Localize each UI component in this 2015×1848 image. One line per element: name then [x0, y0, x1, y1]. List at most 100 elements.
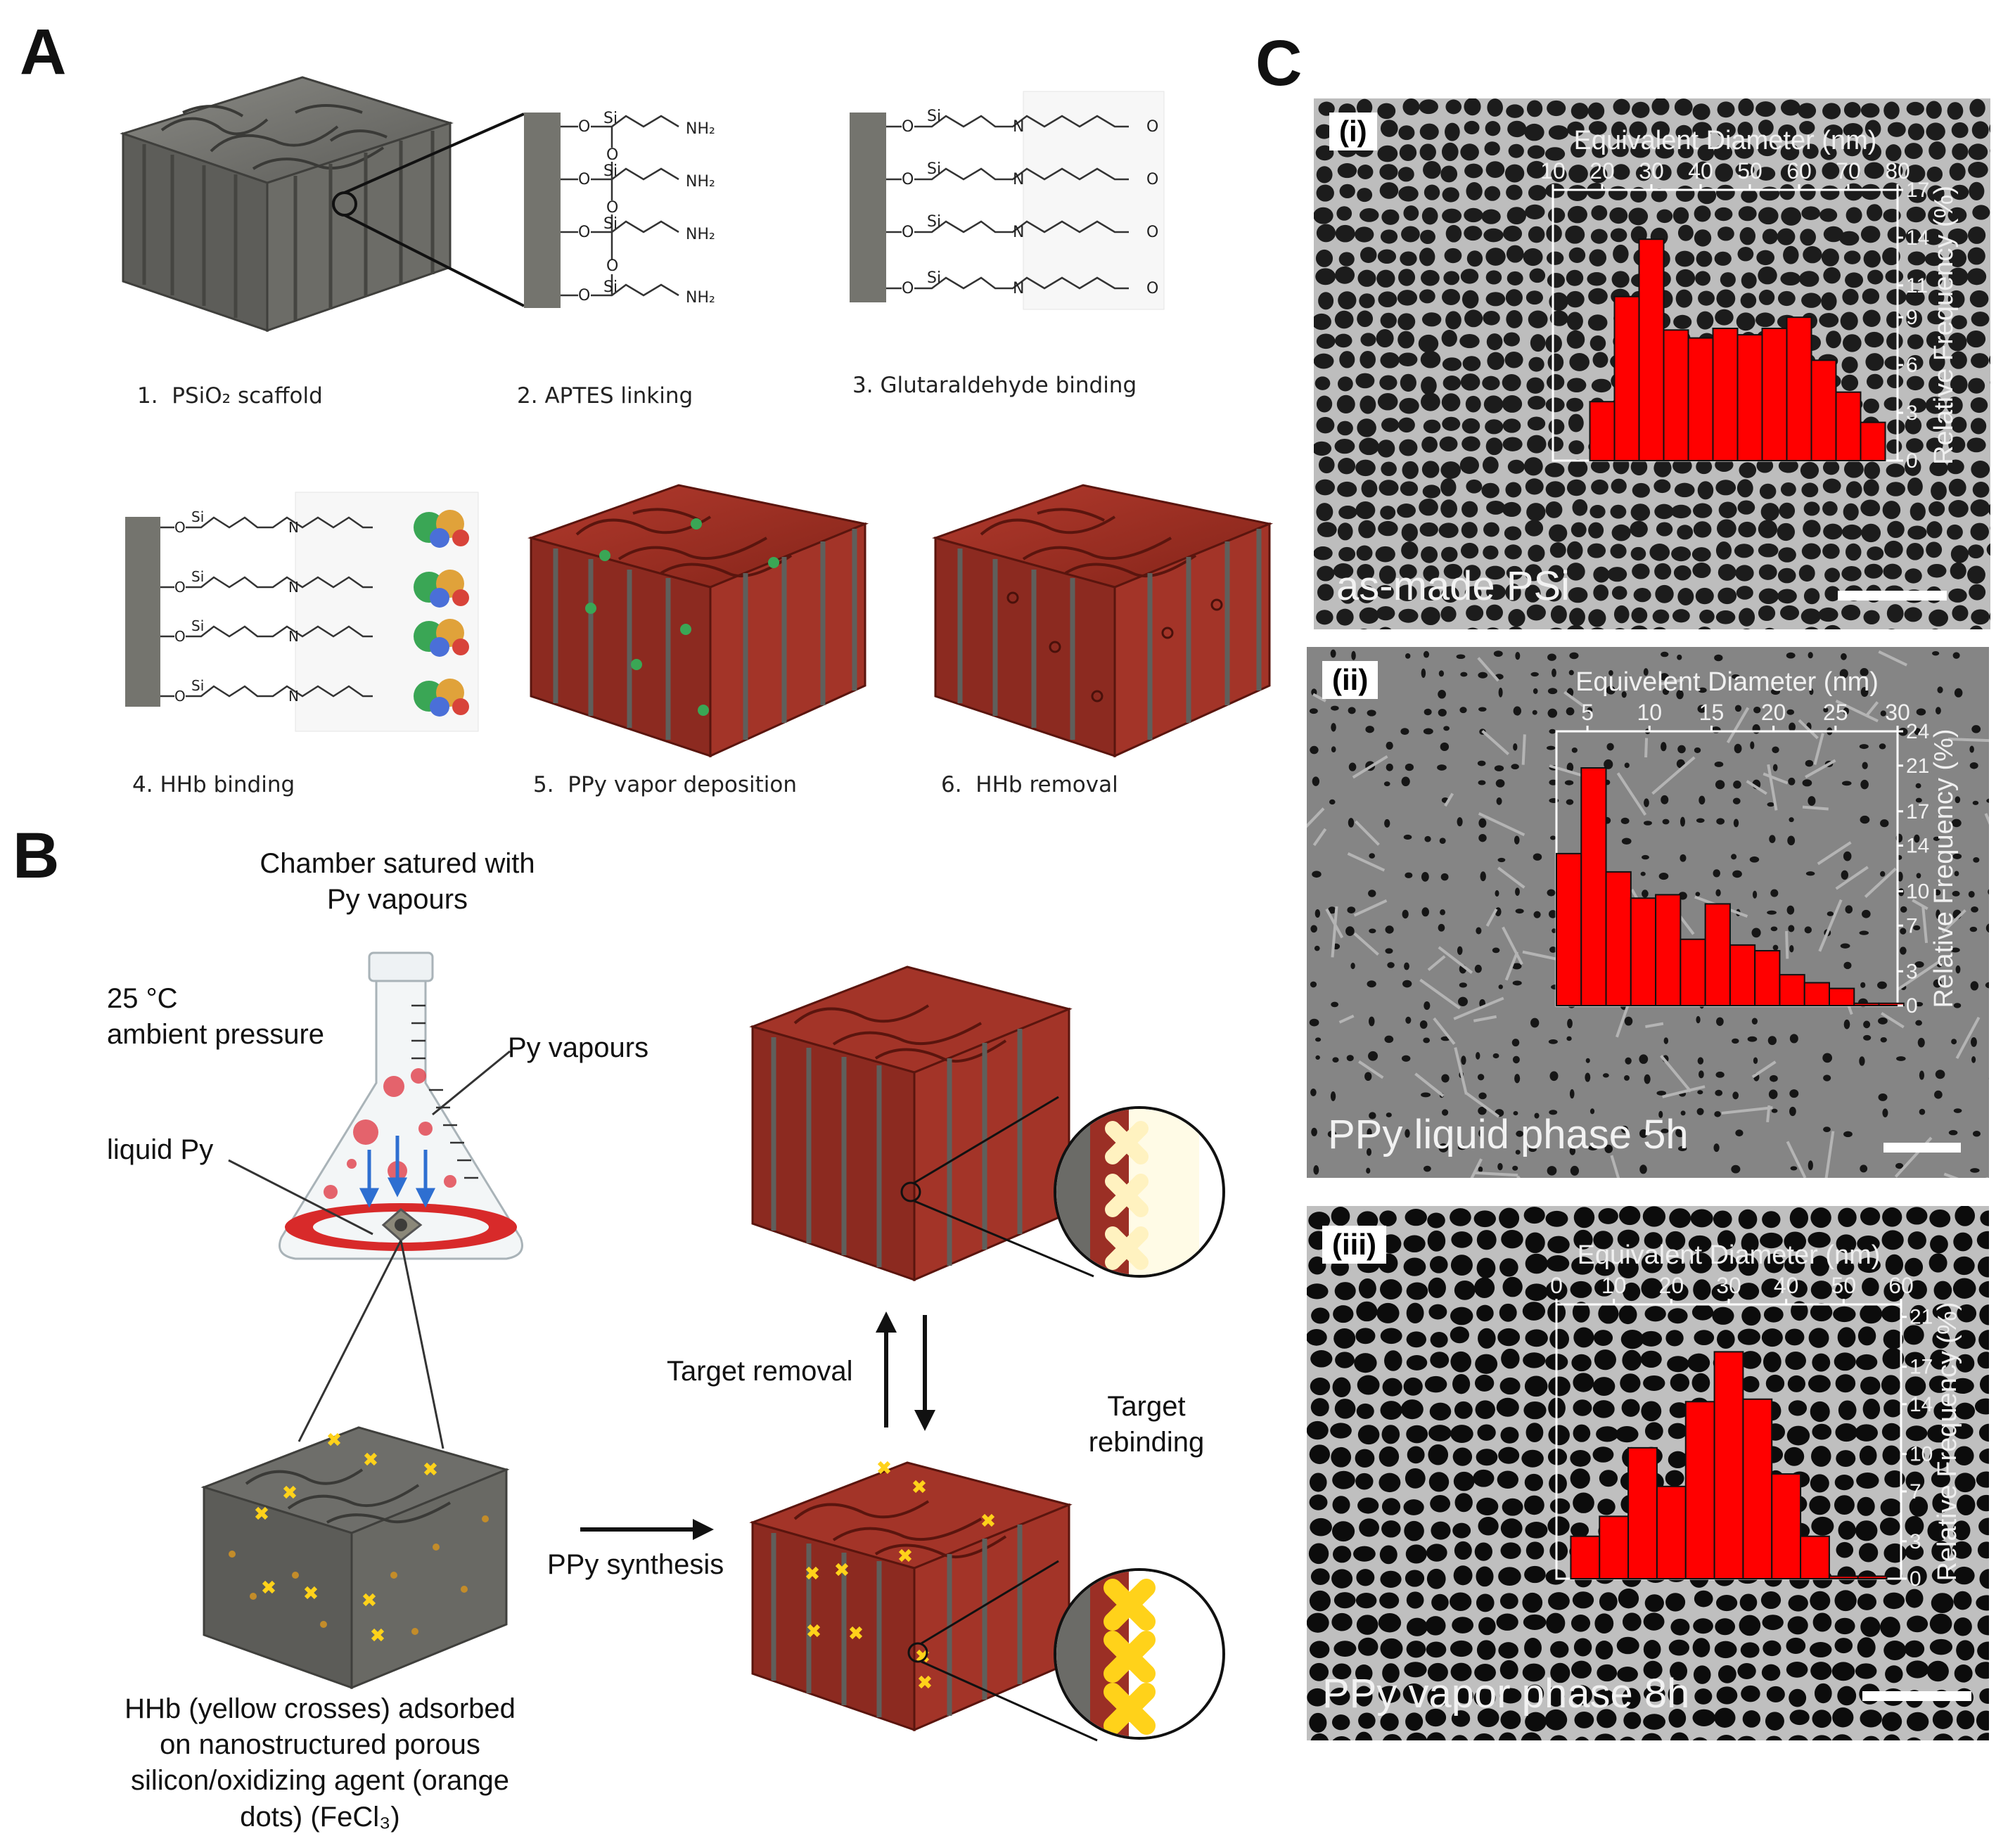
y-tick-label: 10: [1906, 880, 1929, 904]
sem-fiber: [1955, 1016, 1981, 1059]
sem-pore: [1503, 225, 1523, 242]
sem-pore: [1803, 588, 1820, 605]
sem-pore: [1550, 1641, 1569, 1658]
sem-pore: [1360, 350, 1376, 368]
sem-pore: [1843, 334, 1862, 352]
sem-image-ppy-vapor: 0 10 20 30 40 50 60 0 3 7 10 14 17 21 Equivalent Diame…: [1307, 1206, 1989, 1740]
sem-pore: [1765, 1712, 1784, 1731]
sem-pore: [1423, 160, 1441, 179]
sem-pore: [1644, 798, 1649, 807]
sem-pore: [1713, 1143, 1720, 1153]
sem-pore: [1547, 100, 1566, 117]
sem-pore: [1672, 207, 1689, 224]
sem-pore: [1438, 923, 1445, 932]
sem-pore: [1386, 763, 1393, 771]
sem-pore: [1573, 1638, 1592, 1657]
sem-pore: [1506, 184, 1523, 200]
sem-pore: [1549, 524, 1568, 542]
sem-pore: [1628, 207, 1649, 226]
sem-pore: [1864, 563, 1883, 579]
sem-pore: [1464, 163, 1483, 179]
sem-pore: [1549, 1110, 1558, 1115]
sem-pore: [1639, 1129, 1648, 1138]
sem-pore: [1649, 544, 1670, 561]
sem-pore: [1506, 565, 1523, 580]
sem-pore: [1506, 104, 1524, 118]
sem-pore: [1885, 1254, 1904, 1276]
sem-pore: [1400, 1399, 1424, 1420]
x-tick-label: 60: [1888, 1273, 1914, 1298]
sem-pore: [1398, 125, 1415, 141]
sem-pore: [1699, 795, 1706, 805]
sem-pore: [1401, 523, 1418, 542]
sem-pore: [1739, 1593, 1758, 1612]
sem-pore: [1715, 889, 1721, 897]
sem-pore: [1670, 1618, 1690, 1636]
sem-pore: [1694, 1688, 1713, 1705]
sem-pore: [1822, 478, 1841, 494]
sem-pore: [1734, 141, 1754, 159]
sem-fiber: [1921, 906, 1928, 944]
histogram-bar: [1828, 1575, 1859, 1579]
sem-pore: [1311, 1127, 1317, 1136]
sem-pore: [1948, 1129, 1958, 1136]
sem-pore: [1315, 249, 1333, 267]
scale-bar: [1838, 591, 1947, 601]
sem-pore: [1968, 890, 1975, 898]
sem-pore: [1905, 165, 1926, 183]
sem-pore: [1382, 1663, 1400, 1683]
sem-pore: [1454, 1280, 1476, 1300]
sem-pore: [1594, 1260, 1616, 1276]
sem-pore: [1886, 604, 1904, 623]
sem-pore: [1513, 1110, 1518, 1116]
sem-fiber: [1763, 772, 1789, 785]
sem-pore: [1969, 625, 1983, 629]
sem-fiber: [1353, 899, 1388, 917]
sem-pore: [1880, 871, 1886, 877]
sem-pore: [1835, 1282, 1853, 1300]
sem-pore: [1933, 1733, 1954, 1740]
sem-pore: [1904, 143, 1923, 160]
sem-pore: [1883, 1281, 1905, 1302]
sem-pore: [1675, 289, 1693, 308]
sem-pore: [1834, 1617, 1855, 1635]
sem-pore: [1929, 1613, 1952, 1634]
sem-pore: [1740, 1642, 1760, 1658]
sem-fiber: [1307, 807, 1325, 828]
sem-pore: [1506, 310, 1523, 328]
sem-pore: [1338, 546, 1356, 562]
sem-pore: [1571, 522, 1587, 538]
sem-pore: [1511, 963, 1522, 970]
sem-pore: [1907, 1399, 1928, 1419]
sem-pore: [1335, 266, 1355, 284]
sem-fiber: [1824, 1131, 1835, 1178]
sem-pore: [1402, 461, 1419, 480]
sem-pore: [1953, 1232, 1973, 1252]
sem-pore: [1758, 141, 1777, 157]
sem-fiber: [1485, 908, 1498, 927]
sem-pore: [1544, 1709, 1568, 1731]
sem-pore: [1640, 871, 1646, 876]
sem-pore: [1896, 1056, 1906, 1061]
sem-pore: [1906, 1446, 1925, 1465]
sem-pore: [1908, 188, 1926, 203]
sem-pore: [1758, 120, 1774, 136]
sem-pore: [1331, 746, 1336, 753]
sem-pore: [1383, 781, 1390, 787]
sem-pore: [1822, 1053, 1833, 1063]
sem-fiber: [1358, 1060, 1384, 1079]
sem-pore: [1380, 1570, 1402, 1588]
sem-pore: [1741, 1233, 1759, 1254]
sem-pore: [1380, 120, 1398, 137]
sem-pore: [1550, 605, 1567, 624]
sem-pore: [1712, 1307, 1734, 1325]
sem-pore: [1658, 1110, 1663, 1118]
sem-pore: [1476, 1257, 1496, 1279]
sem-pore: [1860, 184, 1881, 200]
sem-pore: [1425, 1708, 1447, 1727]
sem-pore: [1955, 1472, 1976, 1493]
sem-pore: [1621, 1399, 1640, 1417]
sem-pore: [1476, 927, 1482, 935]
sem-fiber: [1312, 693, 1326, 702]
sem-pore: [1897, 871, 1903, 882]
